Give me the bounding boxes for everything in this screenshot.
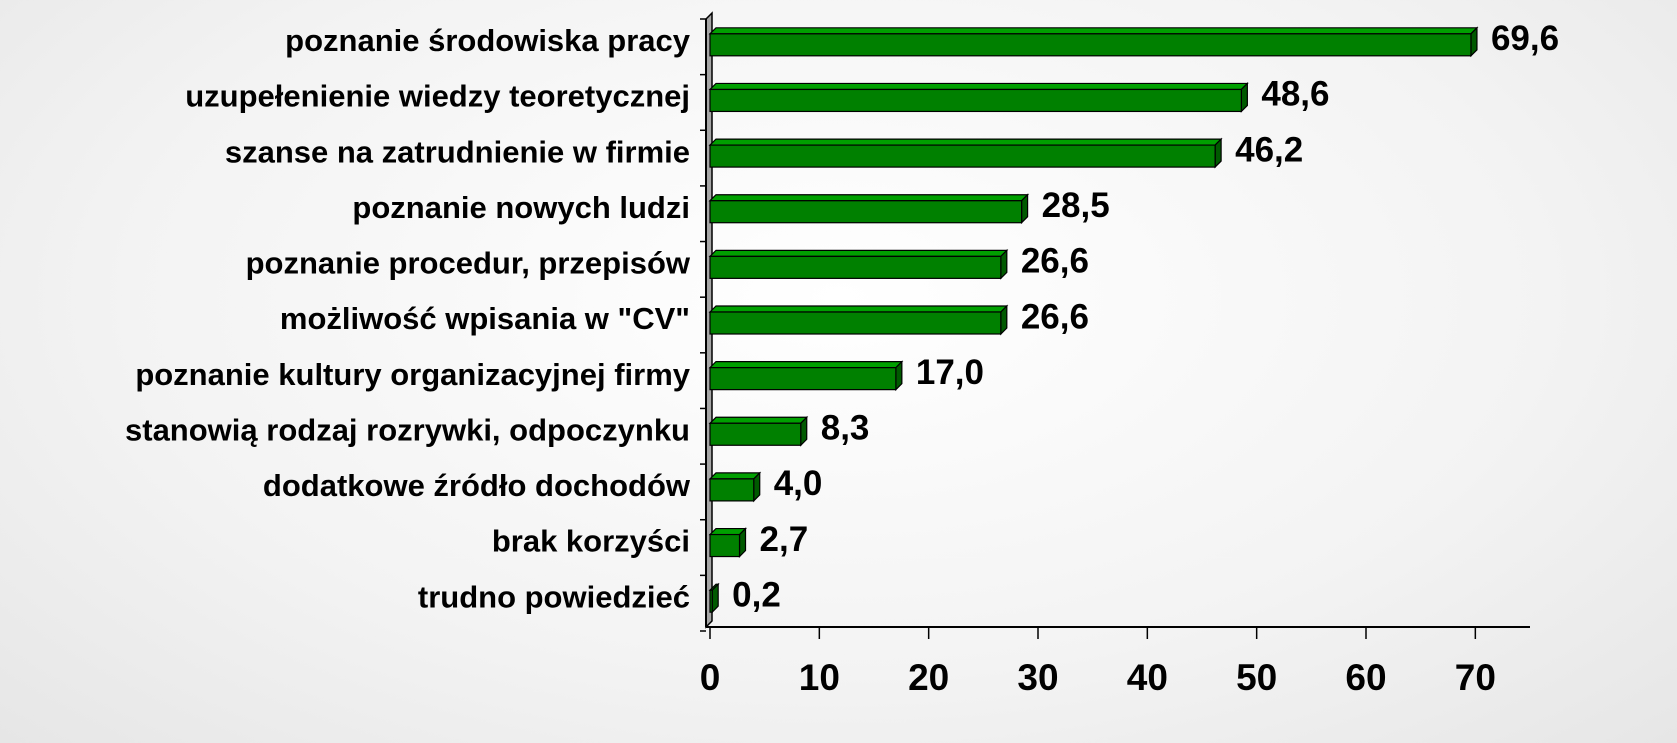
bar	[708, 248, 1009, 280]
x-tick-label: 70	[1455, 657, 1496, 698]
x-tick-label: 20	[908, 657, 949, 698]
bar	[708, 471, 762, 503]
y-tick-label: trudno powiedzieć	[418, 579, 690, 614]
bar-front	[709, 478, 755, 502]
value-label: 2,7	[760, 520, 809, 559]
bar	[708, 82, 1249, 113]
y-tick-label: poznanie procedur, przepisów	[246, 246, 691, 281]
x-tick-label: 40	[1127, 657, 1168, 698]
x-tick-label: 30	[1017, 657, 1058, 698]
bar-top	[708, 27, 1479, 35]
bar-top	[708, 194, 1030, 202]
value-label: 48,6	[1261, 75, 1329, 114]
bar-front	[709, 311, 1002, 335]
bar-front	[709, 200, 1023, 224]
bar	[708, 26, 1479, 58]
bar-front	[709, 33, 1472, 57]
bar	[708, 304, 1009, 336]
bar	[708, 415, 809, 447]
y-tick-label: szanse na zatrudnienie w firmie	[225, 134, 690, 169]
bar-front	[709, 367, 897, 391]
bar-front	[709, 255, 1002, 279]
bar-top	[708, 416, 809, 424]
value-label: 4,0	[774, 464, 823, 503]
bar-front	[709, 589, 713, 613]
y-tick-label: stanowią rodzaj rozrywki, odpoczynku	[125, 412, 690, 447]
x-tick-label: 10	[799, 657, 840, 698]
value-label: 28,5	[1042, 186, 1110, 225]
bar-top	[708, 249, 1009, 257]
y-tick-label: brak korzyści	[492, 524, 690, 559]
x-tick-label: 60	[1345, 657, 1386, 698]
bar-top	[708, 305, 1009, 313]
bar-top	[708, 138, 1223, 146]
y-tick-label: możliwość wpisania w "CV"	[280, 301, 690, 336]
value-label: 26,6	[1021, 297, 1089, 336]
y-tick-label: poznanie środowiska pracy	[285, 23, 691, 58]
y-tick-label: dodatkowe źródło dochodów	[263, 468, 691, 503]
x-tick-label: 50	[1236, 657, 1277, 698]
y-tick-label: poznanie kultury organizacyjnej firmy	[135, 357, 690, 392]
bar-top	[708, 472, 762, 480]
value-label: 26,6	[1021, 242, 1089, 281]
bar	[708, 527, 747, 558]
bar	[708, 137, 1223, 169]
value-label: 69,6	[1491, 19, 1559, 58]
bar-front	[709, 533, 741, 558]
x-tick-label: 0	[700, 657, 721, 698]
value-label: 8,3	[821, 409, 870, 448]
value-label: 17,0	[916, 353, 984, 392]
bar-front	[709, 88, 1242, 113]
value-label: 0,2	[732, 575, 781, 614]
y-tick-label: uzupełenienie wiedzy teoretycznej	[185, 79, 690, 114]
bar	[708, 193, 1030, 225]
bar-top	[708, 361, 904, 369]
bar-front	[709, 144, 1216, 168]
bar-top	[708, 82, 1249, 91]
bar	[708, 360, 904, 392]
value-label: 46,2	[1235, 130, 1303, 169]
bar	[708, 582, 720, 614]
bar-front	[709, 422, 802, 446]
y-tick-label: poznanie nowych ludzi	[352, 190, 690, 225]
